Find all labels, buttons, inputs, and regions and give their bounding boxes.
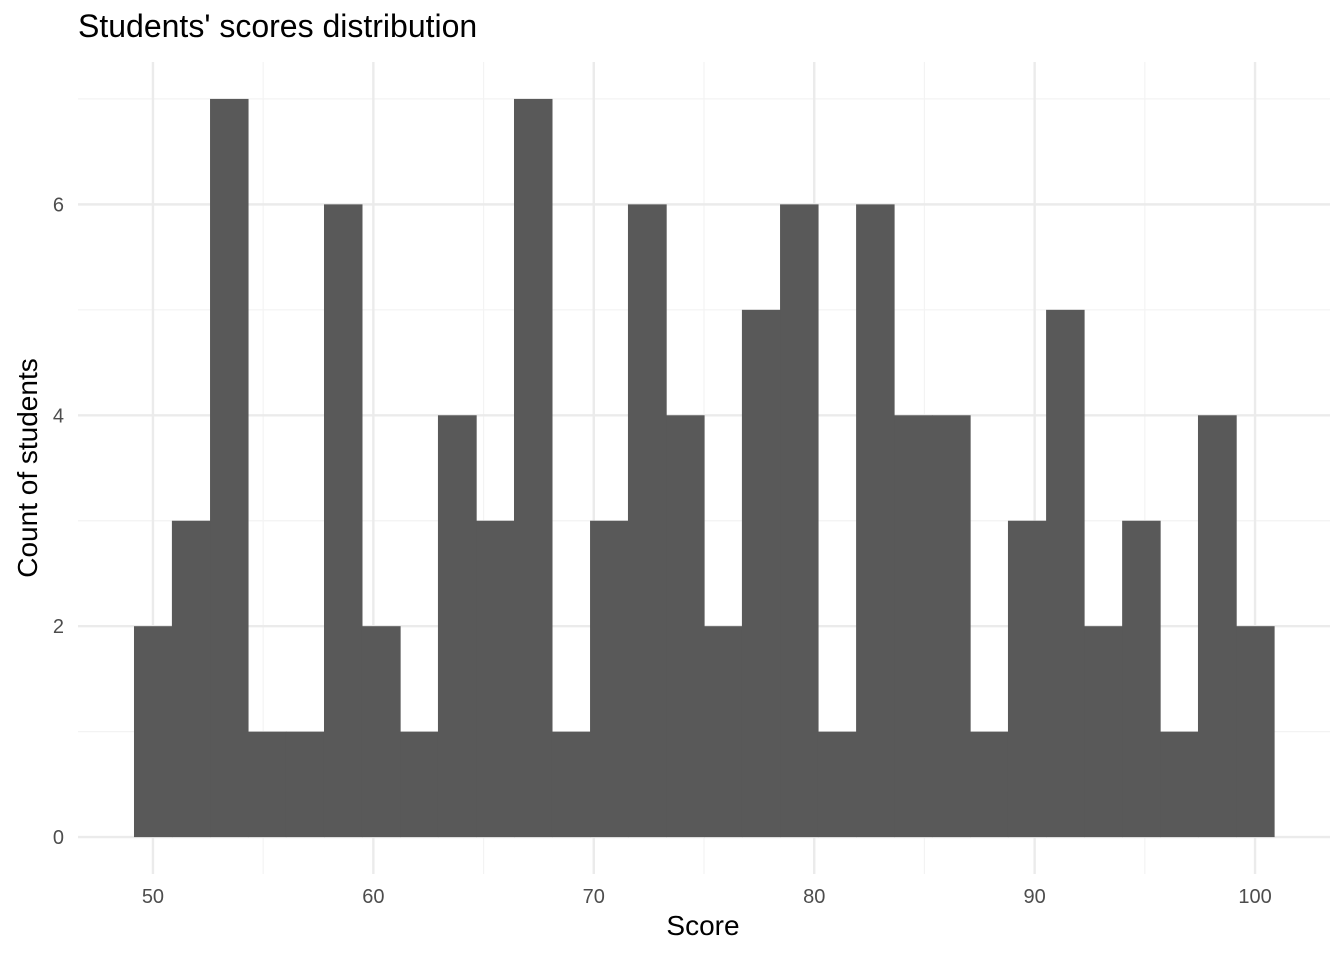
x-tick-label: 70 [583,886,605,908]
y-tick-labels: 0 2 4 6 [53,194,64,849]
histogram-bar [476,520,515,838]
histogram-bar [704,626,743,838]
histogram-bar [1236,626,1275,838]
histogram-bar [285,731,325,838]
histogram-bar [1046,309,1085,838]
histogram-bar [666,415,705,838]
histogram-bar [133,626,173,838]
histogram-bar [931,415,971,838]
histogram-bar [171,520,211,838]
histogram-bar [856,204,895,838]
histogram-bar [590,520,629,838]
x-tick-label: 50 [142,886,164,908]
histogram-bar [1084,626,1123,838]
x-tick-label: 90 [1024,886,1046,908]
x-tick-label: 60 [362,886,384,908]
histogram-bar [1197,415,1237,838]
histogram-bar [361,626,401,838]
histogram-bar [1160,731,1199,838]
histogram-bar [817,731,857,838]
chart-title: Students' scores distribution [78,8,478,44]
histogram-bar [1122,520,1161,838]
x-tick-label: 80 [803,886,825,908]
y-tick-label: 2 [53,616,64,638]
histogram-bar [247,731,287,838]
histogram-bar [1007,520,1047,838]
histogram-bar [551,731,591,838]
histogram-bar [323,204,363,838]
histogram-bar [513,98,553,838]
histogram-bar [894,415,933,838]
histogram-bars [133,98,1275,838]
y-tick-label: 4 [53,405,64,427]
y-tick-label: 0 [53,827,64,849]
histogram-bar [437,415,477,838]
histogram-bar [970,731,1009,838]
x-tick-labels: 50 60 70 80 90 100 [142,886,1272,908]
histogram-bar [741,309,781,838]
x-axis-label: Score [666,910,740,941]
histogram-bar [400,731,439,838]
histogram-bar [210,98,249,838]
y-axis-label: Count of students [12,358,43,578]
histogram-bar [627,204,667,838]
histogram-bar [780,204,819,838]
y-tick-label: 6 [53,194,64,216]
x-tick-label: 100 [1238,886,1271,908]
